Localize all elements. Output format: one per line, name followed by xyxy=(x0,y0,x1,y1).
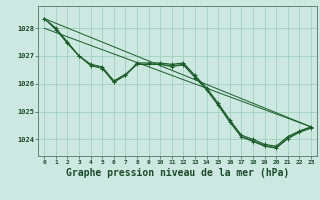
X-axis label: Graphe pression niveau de la mer (hPa): Graphe pression niveau de la mer (hPa) xyxy=(66,168,289,178)
